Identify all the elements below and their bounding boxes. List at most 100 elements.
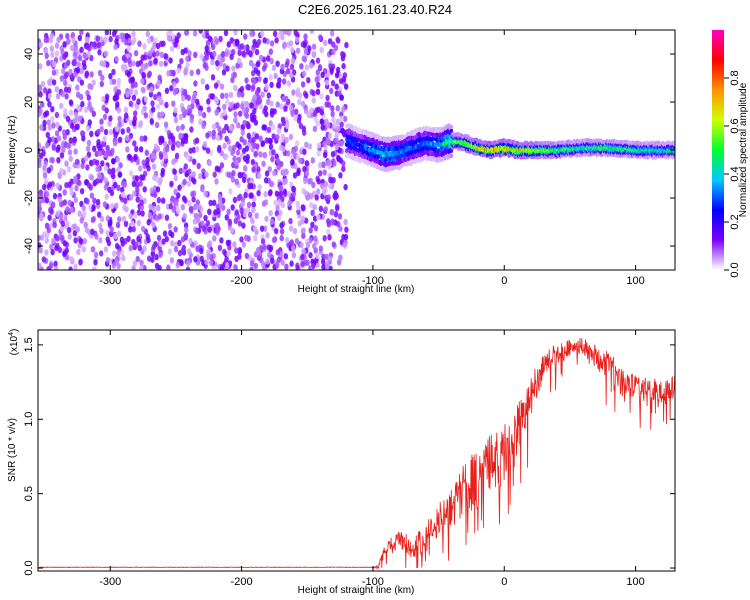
heatmap-cell <box>328 132 333 139</box>
heatmap-cell <box>269 40 275 47</box>
heatmap-cell <box>225 262 230 269</box>
heatmap-cell <box>210 59 215 66</box>
heatmap-cell <box>115 221 121 229</box>
heatmap-cell <box>329 177 334 184</box>
heatmap-cell <box>258 244 264 251</box>
heatmap-cell <box>214 178 219 185</box>
heatmap-cell <box>51 69 57 76</box>
heatmap-cell <box>222 248 227 256</box>
heatmap-cell <box>51 144 56 151</box>
heatmap-cell <box>256 249 261 256</box>
heatmap-cell <box>60 220 66 227</box>
heatmap-cell <box>185 55 190 62</box>
heatmap-cell <box>146 37 152 44</box>
heatmap-cell <box>244 234 249 241</box>
heatmap-cell <box>72 136 77 144</box>
heatmap-cell <box>79 200 84 208</box>
heatmap-cell <box>217 125 222 133</box>
heatmap-cell <box>155 42 161 50</box>
heatmap-cell <box>41 256 46 263</box>
heatmap-cell <box>218 35 223 43</box>
heatmap-cell <box>44 237 49 244</box>
heatmap-cell <box>326 218 331 225</box>
heatmap-cell <box>282 41 287 48</box>
heatmap-cell <box>206 98 211 105</box>
heatmap-cell <box>233 30 238 35</box>
heatmap-cell <box>268 143 274 150</box>
heatmap-cell <box>330 209 335 216</box>
heatmap-cell <box>76 248 81 256</box>
heatmap-cell <box>262 37 267 44</box>
heatmap-cell <box>38 63 43 70</box>
heatmap-cell <box>296 167 301 174</box>
heatmap-cell <box>276 214 282 221</box>
heatmap-cell <box>44 142 50 149</box>
heatmap-cell <box>133 89 139 96</box>
heatmap-cell <box>127 153 132 160</box>
heatmap-cell <box>80 130 85 137</box>
heatmap-cell <box>71 37 76 44</box>
heatmap-cell <box>77 179 82 187</box>
heatmap-cell <box>47 92 53 100</box>
heatmap-cell <box>281 169 286 176</box>
heatmap-cell <box>124 32 130 40</box>
heatmap-cell <box>188 237 193 245</box>
heatmap-cell <box>38 200 42 207</box>
heatmap-cell <box>73 148 78 155</box>
heatmap-cell <box>279 222 284 229</box>
heatmap-cell <box>318 34 323 41</box>
heatmap-cell <box>81 246 87 253</box>
heatmap-cell <box>44 222 50 229</box>
heatmap-cell <box>320 182 325 190</box>
heatmap-cell <box>173 241 179 248</box>
heatmap-cell <box>173 226 178 233</box>
heatmap-cell <box>54 244 59 252</box>
heatmap-cell <box>188 108 193 115</box>
heatmap-cell <box>85 164 90 171</box>
heatmap-cell <box>323 39 328 47</box>
heatmap-cell <box>248 211 253 219</box>
heatmap-cell <box>306 77 311 84</box>
heatmap-cell <box>253 235 258 242</box>
heatmap-cell <box>224 135 229 142</box>
heatmap-cell <box>147 50 153 57</box>
heatmap-cell <box>166 264 171 270</box>
heatmap-cell <box>92 197 97 204</box>
heatmap-cell <box>104 193 109 200</box>
heatmap-cell <box>174 152 180 159</box>
heatmap-cell <box>341 62 346 70</box>
heatmap-cell <box>75 123 80 130</box>
heatmap-cell <box>170 144 176 151</box>
heatmap-cell <box>191 94 197 101</box>
heatmap-cell <box>159 153 164 160</box>
heatmap-cell <box>64 93 69 100</box>
heatmap-cell <box>133 110 138 117</box>
heatmap-cell <box>315 57 321 64</box>
heatmap-cell <box>449 124 454 130</box>
heatmap-cell <box>94 233 99 240</box>
heatmap-cell <box>79 79 85 86</box>
heatmap-cell <box>141 71 146 79</box>
heatmap-cell <box>140 225 146 233</box>
heatmap-cell <box>111 78 117 85</box>
heatmap-cell <box>228 101 234 109</box>
heatmap-cell <box>123 197 128 205</box>
heatmap-cell <box>271 149 276 156</box>
heatmap-cell <box>108 35 113 43</box>
heatmap-cell <box>236 122 241 129</box>
heatmap-cell <box>131 180 136 188</box>
heatmap-cell <box>222 109 227 117</box>
heatmap-cell <box>315 188 321 195</box>
heatmap-cell <box>198 118 203 126</box>
heatmap-cell <box>103 165 109 172</box>
heatmap-cell <box>87 119 93 126</box>
heatmap-cell <box>124 134 130 142</box>
heatmap-cell <box>306 111 311 118</box>
heatmap-cell <box>220 55 225 63</box>
heatmap-cell <box>169 45 175 52</box>
heatmap-cell <box>61 67 66 75</box>
heatmap-cell <box>292 172 298 179</box>
heatmap-cell <box>89 130 94 138</box>
heatmap-cell <box>102 113 108 121</box>
heatmap-cell <box>173 174 178 182</box>
